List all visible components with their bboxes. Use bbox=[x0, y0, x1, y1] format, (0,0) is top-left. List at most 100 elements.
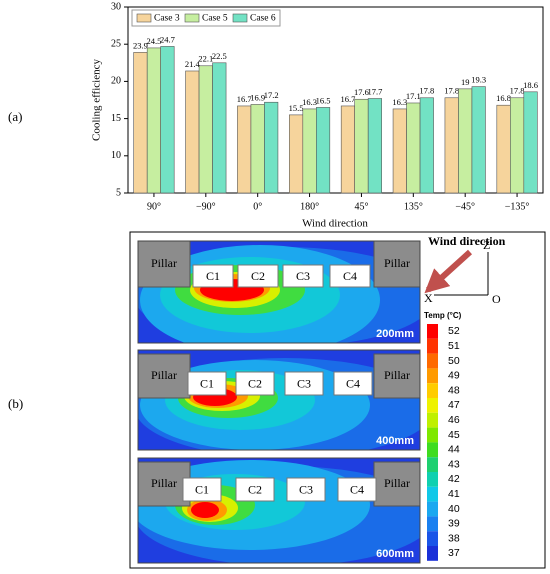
colorbar-label: 40 bbox=[448, 503, 460, 515]
colorbar-label: 45 bbox=[448, 429, 460, 441]
y-tick-label: 30 bbox=[111, 1, 121, 12]
data-label: 17.1 bbox=[406, 91, 421, 101]
x-tick-label: −45° bbox=[455, 201, 475, 212]
colorbar-swatch bbox=[427, 412, 438, 428]
data-label: 17.6 bbox=[354, 87, 369, 97]
pillar-label: Pillar bbox=[384, 476, 410, 490]
data-label: 17.8 bbox=[444, 86, 459, 96]
axis-label: Z bbox=[483, 238, 490, 252]
data-label: 16.5 bbox=[316, 95, 331, 105]
cell-box bbox=[337, 477, 377, 502]
colorbar-swatch bbox=[427, 324, 438, 339]
cell-label: C2 bbox=[248, 482, 262, 496]
bar bbox=[250, 104, 265, 194]
axis-label: O bbox=[492, 292, 501, 306]
cell-box bbox=[333, 371, 373, 396]
cell-box bbox=[235, 477, 275, 502]
colorbar-label: 44 bbox=[448, 444, 460, 456]
colorbar-swatch bbox=[427, 398, 438, 413]
data-label: 23.9 bbox=[133, 40, 148, 50]
cell-box bbox=[284, 371, 324, 396]
colorbar-label: 37 bbox=[448, 547, 460, 559]
cell-label: C3 bbox=[299, 482, 313, 496]
contour-region bbox=[191, 502, 219, 518]
bar bbox=[160, 46, 175, 194]
colorbar-label: 49 bbox=[448, 370, 460, 382]
wind-label: Wind direction bbox=[428, 234, 506, 248]
axis-label: X bbox=[424, 291, 433, 305]
cell-box bbox=[187, 371, 227, 396]
bar bbox=[471, 86, 486, 194]
pillar bbox=[373, 353, 420, 399]
bar bbox=[406, 102, 421, 194]
bar bbox=[146, 47, 161, 194]
bar bbox=[185, 70, 200, 194]
y-tick-label: 10 bbox=[111, 150, 121, 161]
cell-box bbox=[282, 264, 324, 288]
x-tick-label: 0° bbox=[253, 201, 262, 212]
colorbar-swatch bbox=[427, 546, 438, 561]
cell-box bbox=[237, 264, 279, 288]
pillar-label: Pillar bbox=[151, 368, 177, 382]
colorbar-swatch bbox=[427, 472, 438, 487]
y-axis-title: Cooling efficiency bbox=[91, 59, 103, 141]
colorbar-swatch bbox=[427, 368, 438, 384]
bar bbox=[496, 104, 511, 194]
colorbar-swatch bbox=[427, 516, 438, 532]
y-tick-label: 25 bbox=[111, 38, 121, 49]
x-tick-label: −135° bbox=[505, 201, 530, 212]
data-label: 19.3 bbox=[471, 75, 486, 85]
data-label: 16.9 bbox=[250, 92, 265, 102]
bar bbox=[354, 98, 369, 194]
plot-frame bbox=[127, 6, 544, 194]
cell-box bbox=[235, 371, 275, 396]
cell-box bbox=[329, 264, 371, 288]
x-tick-label: 45° bbox=[354, 201, 368, 212]
panel-label: (b) bbox=[8, 396, 23, 411]
data-label: 17.8 bbox=[510, 86, 525, 96]
colorbar-title: Temp (°C) bbox=[424, 311, 462, 320]
bar bbox=[302, 108, 317, 194]
data-label: 21.4 bbox=[185, 59, 201, 69]
colorbar-swatch bbox=[427, 457, 438, 472]
colorbar-label: 47 bbox=[448, 399, 460, 411]
bar bbox=[392, 108, 407, 194]
bar bbox=[133, 52, 148, 194]
x-tick-label: 90° bbox=[147, 201, 161, 212]
cell-label: C4 bbox=[343, 269, 357, 283]
cell-label: C4 bbox=[350, 482, 364, 496]
bar bbox=[419, 97, 434, 194]
data-label: 16.7 bbox=[341, 94, 356, 104]
cell-label: C2 bbox=[251, 269, 265, 283]
data-label: 24.5 bbox=[147, 36, 162, 46]
data-label: 17.7 bbox=[368, 86, 383, 96]
cell-label: C4 bbox=[346, 376, 360, 390]
cell-label: C1 bbox=[200, 376, 214, 390]
data-label: 19 bbox=[461, 77, 470, 87]
pillar bbox=[373, 241, 420, 288]
data-label: 17.2 bbox=[264, 90, 279, 100]
bar bbox=[523, 91, 538, 194]
depth-label: 200mm bbox=[376, 328, 414, 340]
depth-label: 600mm bbox=[376, 548, 414, 560]
x-tick-label: 180° bbox=[300, 201, 319, 212]
bar bbox=[510, 97, 525, 194]
data-label: 16.8 bbox=[496, 93, 511, 103]
y-tick-label: 15 bbox=[111, 113, 121, 124]
y-tick-label: 20 bbox=[111, 76, 121, 87]
bar bbox=[316, 107, 331, 194]
y-tick-label: 5 bbox=[116, 187, 121, 198]
colorbar-label: 51 bbox=[448, 340, 460, 352]
legend-label: Case 5 bbox=[202, 14, 228, 24]
cell-box bbox=[286, 477, 326, 502]
bar bbox=[264, 101, 279, 194]
colorbar-swatch bbox=[427, 338, 438, 354]
section-frame bbox=[137, 349, 421, 451]
cell-label: C1 bbox=[206, 269, 220, 283]
data-label: 16.3 bbox=[392, 97, 407, 107]
bar bbox=[237, 105, 252, 194]
bar bbox=[212, 62, 227, 194]
colorbar-label: 50 bbox=[448, 355, 460, 367]
bar bbox=[444, 97, 459, 194]
